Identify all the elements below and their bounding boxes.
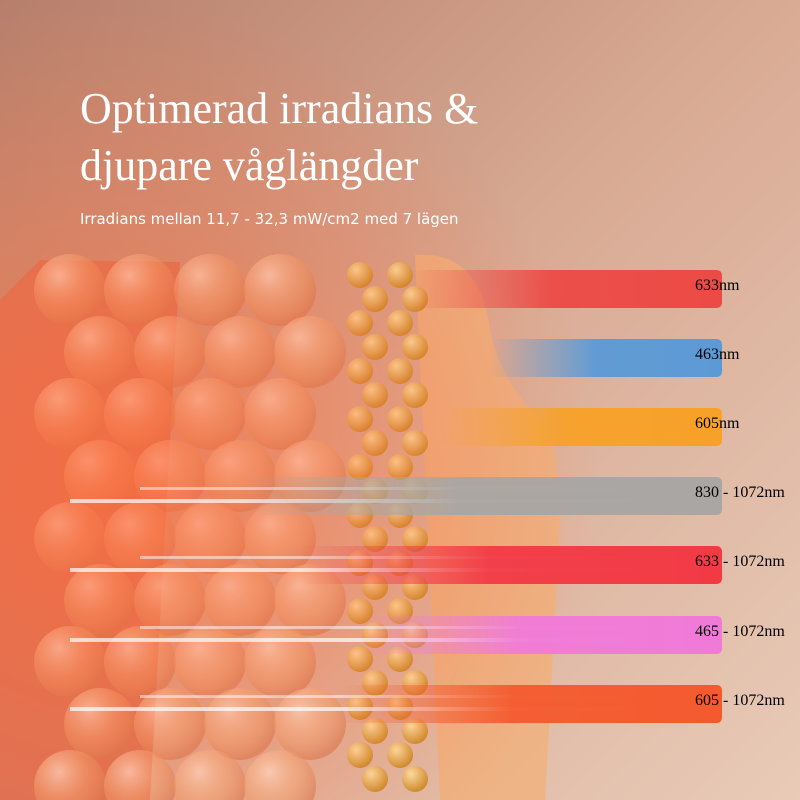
wavelength-band <box>490 339 722 377</box>
title-line: Optimerad irradians & <box>80 84 478 133</box>
band-label: 605 - 1072nm <box>695 692 785 709</box>
band-label: 830 - 1072nm <box>695 484 785 501</box>
band-label: 465 - 1072nm <box>695 623 785 640</box>
wavelength-band <box>300 546 722 584</box>
title-line: djupare våglängder <box>80 141 419 190</box>
band-label: 633nm <box>695 277 740 294</box>
band-label: 463nm <box>695 346 740 363</box>
wavelength-band <box>360 616 722 654</box>
wavelength-band <box>240 477 722 515</box>
wavelength-band <box>440 408 722 446</box>
band-label: 605nm <box>695 415 740 432</box>
light-streak <box>70 638 630 642</box>
wavelength-band <box>340 685 722 723</box>
subtitle: Irradians mellan 11,7 - 32,3 mW/cm2 med … <box>80 210 459 228</box>
band-label: 633 - 1072nm <box>695 553 785 570</box>
wavelength-band <box>410 270 722 308</box>
